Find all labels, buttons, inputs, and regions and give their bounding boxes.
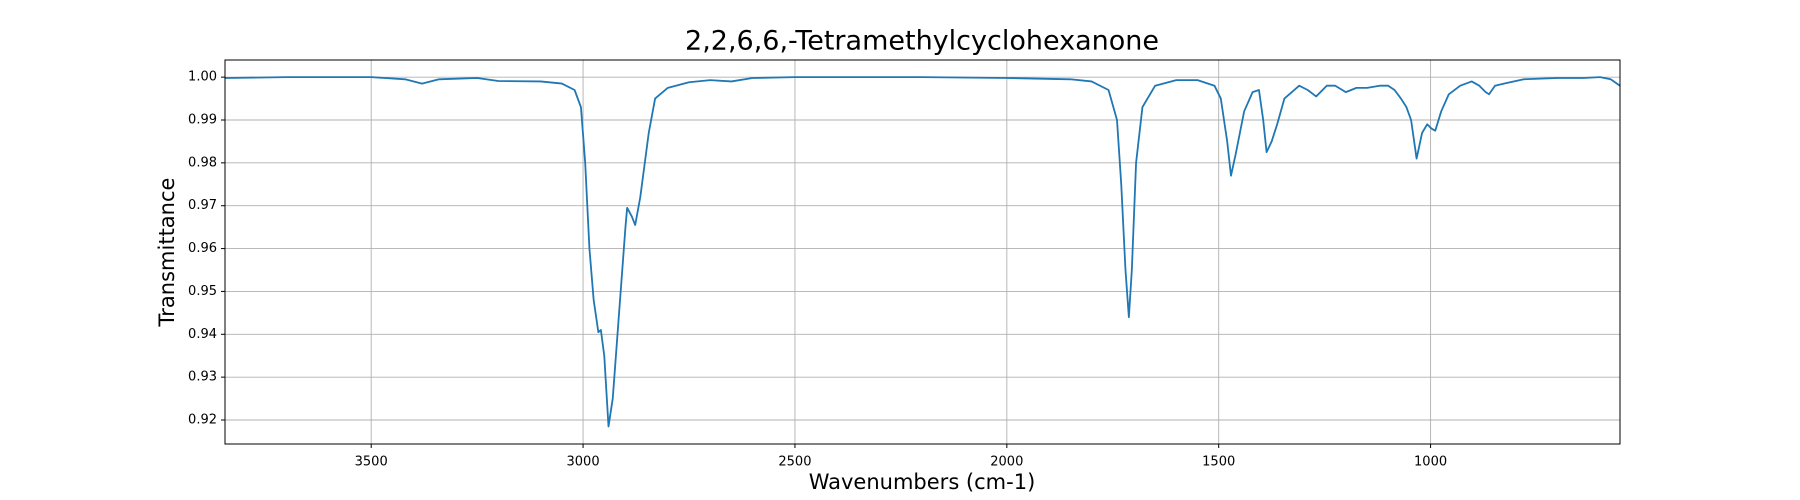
y-tick-label: 0.94 [188,327,217,342]
y-tick-label: 0.99 [188,113,217,128]
y-tick-label: 0.93 [188,370,217,385]
x-tick-label: 2000 [990,455,1023,470]
plot-frame [224,59,1621,445]
y-tick-label: 0.97 [188,198,217,213]
x-tick-label: 3000 [567,455,600,470]
y-tick-label: 0.98 [188,155,217,170]
y-tick-label: 0.96 [188,241,217,256]
y-axis-label: Transmittance [155,178,179,328]
x-tick-label: 1000 [1414,455,1447,470]
x-axis-label: Wavenumbers (cm-1) [809,470,1036,494]
y-tick-label: 0.92 [188,413,217,428]
y-tick-label: 1.00 [188,70,217,85]
x-tick-label: 3500 [355,455,388,470]
x-tick-label: 2500 [778,455,811,470]
spectrum-line [225,76,1621,428]
chart-title: 2,2,6,6,-Tetramethylcyclohexanone [685,26,1159,57]
y-tick-label: 0.95 [188,284,217,299]
x-tick-label: 1500 [1202,455,1235,470]
